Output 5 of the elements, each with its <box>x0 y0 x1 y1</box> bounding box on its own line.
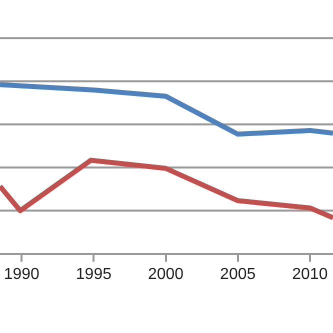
x-tick-label: 1990 <box>4 266 40 283</box>
x-tick-label: 2000 <box>148 266 184 283</box>
x-tick-label: 2010 <box>292 266 328 283</box>
x-tick-label: 2005 <box>220 266 256 283</box>
x-tick-label: 1995 <box>76 266 112 283</box>
